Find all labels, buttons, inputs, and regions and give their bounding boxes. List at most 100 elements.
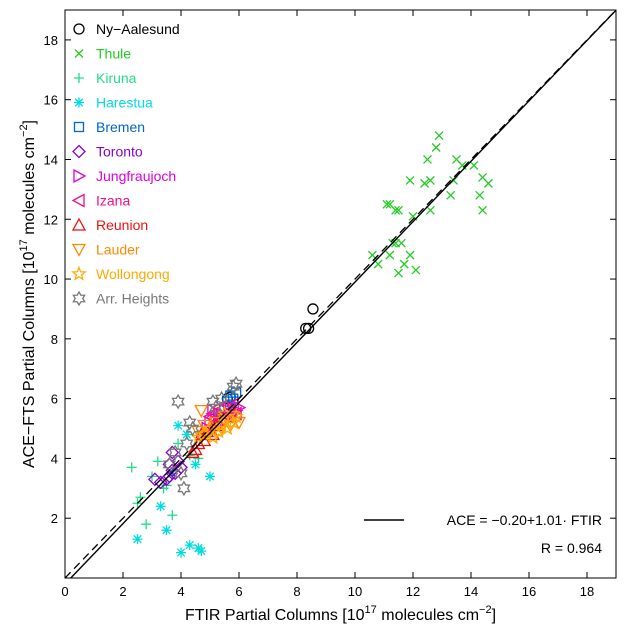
y-tick-label: 12	[44, 212, 58, 227]
legend-marker	[72, 290, 86, 307]
x-tick-label: 18	[580, 584, 594, 599]
data-point	[394, 205, 403, 215]
legend-marker	[73, 23, 85, 35]
legend-item: Harestua	[74, 95, 153, 111]
data-point	[202, 420, 218, 436]
legend-item: Lauder	[71, 242, 140, 258]
x-tick-label: 16	[522, 584, 536, 599]
legend-marker	[71, 217, 87, 231]
data-point	[411, 265, 421, 275]
data-point	[181, 429, 192, 440]
data-point	[385, 250, 395, 260]
axis-ticks: 0 2 4 6 8 10 12 14 16 18 2 4 6 8 10 12 14 16 18	[44, 10, 616, 599]
legend-item: Arr. Heights	[72, 290, 169, 307]
data-point	[425, 205, 435, 215]
legend-label: Thule	[96, 46, 131, 62]
fit-legend: ACE = −0.20+1.01· FTIR R = 0.964	[364, 512, 602, 556]
data-point	[302, 322, 315, 335]
x-tick-label: 2	[119, 584, 126, 599]
data-point	[420, 178, 430, 188]
data-point	[475, 190, 485, 200]
fit-equation: ACE = −0.20+1.01· FTIR	[447, 512, 602, 528]
data-point	[173, 438, 184, 449]
data-point	[391, 205, 401, 215]
data-point	[423, 155, 432, 164]
data-point	[382, 199, 392, 209]
y-tick-label: 4	[51, 451, 58, 466]
y-axis-label: ACE−FTS Partial Columns [1017 molecules …	[18, 120, 38, 468]
legend-marker	[74, 73, 84, 83]
data-point	[226, 378, 240, 395]
data-point	[483, 178, 493, 188]
y-tick-label: 16	[44, 93, 58, 108]
data-point	[165, 445, 180, 460]
x-axis-label: FTIR Partial Columns [1017 molecules cm−…	[185, 604, 496, 624]
x-tick-label: 4	[177, 584, 184, 599]
data-point	[190, 459, 201, 470]
legend-label: Jungfraujoch	[96, 168, 176, 184]
legend-item: Ny−Aalesund	[73, 21, 180, 37]
data-point	[431, 143, 441, 152]
legend-label: Ny−Aalesund	[96, 21, 180, 37]
data-point	[155, 501, 166, 512]
legend-label: Kiruna	[96, 70, 137, 86]
data-point	[171, 454, 186, 469]
legend-label: Izana	[96, 193, 130, 209]
legend-label: Bremen	[96, 119, 145, 135]
y-tick-label: 18	[44, 33, 58, 48]
data-point	[229, 375, 243, 392]
legend-item: Thule	[74, 46, 131, 62]
y-tick-label: 2	[51, 511, 58, 526]
legend-label: Toronto	[96, 144, 143, 160]
data-point	[167, 510, 178, 521]
data-point	[478, 205, 488, 215]
data-point	[176, 547, 186, 558]
legend-marker	[72, 144, 86, 159]
data-point	[182, 414, 197, 431]
legend-marker	[74, 97, 84, 108]
plot-frame	[64, 9, 617, 579]
legend-label: Reunion	[96, 217, 148, 233]
data-point	[425, 175, 435, 185]
data-point	[141, 519, 152, 530]
legend-item: Wollongong	[71, 265, 170, 282]
data-point	[132, 534, 143, 545]
y-tick-label: 6	[51, 392, 58, 407]
data-point	[173, 420, 184, 431]
legend: Ny−Aalesund Thule Kiruna Harestua Bremen Toro…	[71, 21, 180, 307]
data-point	[194, 404, 209, 418]
data-point	[405, 175, 415, 185]
data-point	[405, 250, 415, 260]
legend-label: Arr. Heights	[96, 291, 169, 307]
x-tick-label: 0	[61, 584, 68, 599]
legend-marker	[71, 193, 85, 208]
data-point	[202, 409, 216, 424]
x-tick-label: 10	[348, 584, 362, 599]
data-point	[399, 259, 409, 269]
data-point	[446, 190, 456, 200]
data-point	[168, 444, 182, 461]
data-point	[180, 435, 194, 452]
x-tick-label: 14	[464, 584, 478, 599]
data-point	[394, 268, 403, 278]
x-tick-label: 12	[406, 584, 420, 599]
data-point	[228, 408, 245, 424]
fit-line	[69, 10, 616, 578]
x-tick-label: 6	[235, 584, 242, 599]
data-point	[161, 525, 172, 536]
x-tick-label: 8	[293, 584, 300, 599]
data-point	[214, 390, 229, 407]
data-point	[185, 445, 200, 459]
data-point	[147, 472, 162, 487]
data-point	[152, 456, 163, 467]
correlation-label: R = 0.964	[541, 540, 602, 556]
data-point	[307, 303, 319, 315]
data-point	[177, 480, 191, 497]
legend-item: Reunion	[71, 217, 148, 233]
data-point	[434, 131, 444, 141]
legend-label: Wollongong	[96, 266, 170, 282]
legend-item: Jungfraujoch	[73, 168, 176, 184]
data-point	[159, 472, 174, 487]
data-point	[171, 393, 185, 410]
